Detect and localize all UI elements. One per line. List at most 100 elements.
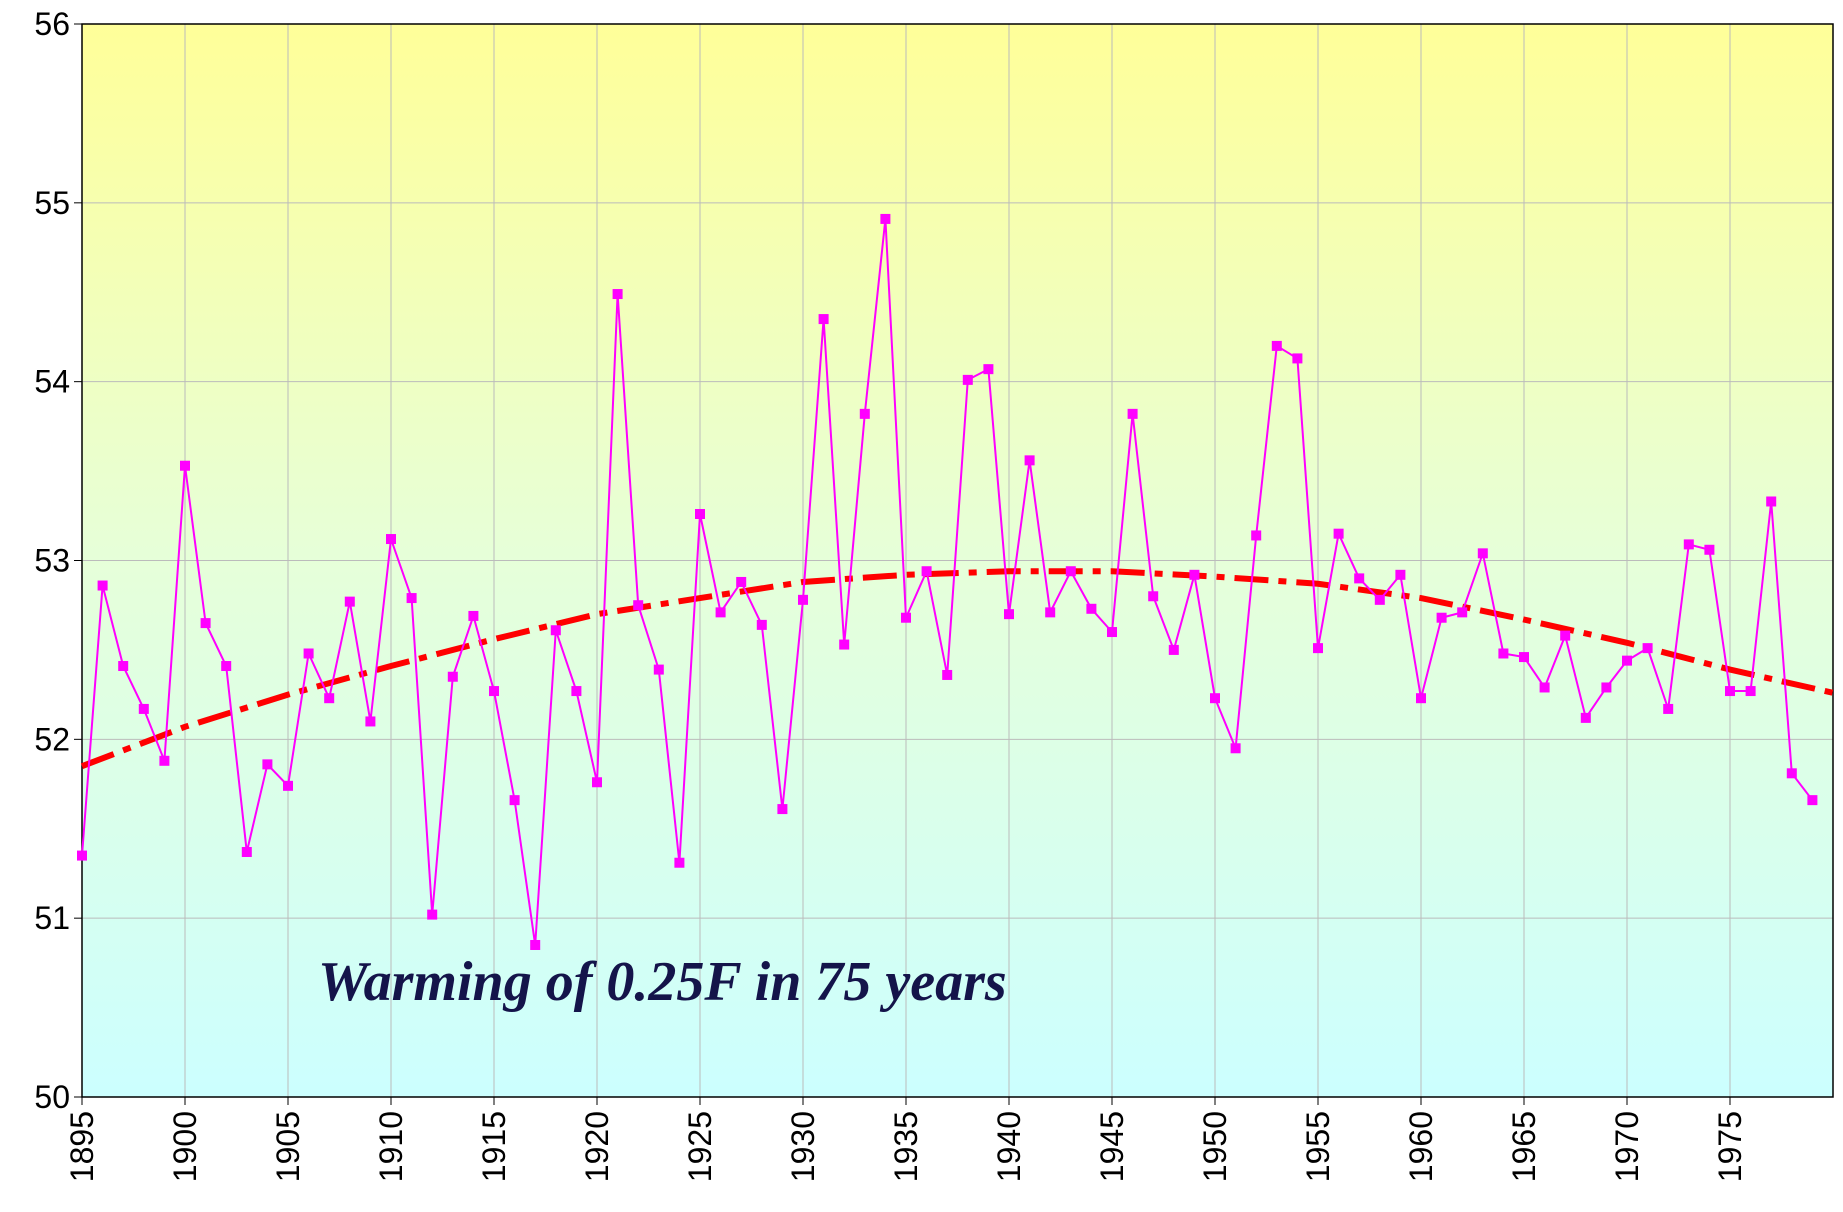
marker — [1292, 353, 1303, 364]
marker — [406, 593, 417, 604]
marker — [1065, 566, 1076, 577]
marker — [1683, 539, 1694, 550]
marker — [262, 759, 273, 770]
marker — [736, 576, 747, 587]
marker — [1560, 630, 1571, 641]
marker — [1148, 591, 1159, 602]
marker — [674, 857, 685, 868]
marker — [1024, 455, 1035, 466]
marker — [1498, 648, 1509, 659]
marker — [798, 594, 808, 605]
marker — [1580, 712, 1591, 723]
marker — [303, 648, 314, 659]
marker — [1127, 408, 1138, 419]
y-tick-label: 50 — [34, 1079, 70, 1115]
marker — [1477, 548, 1488, 559]
marker — [283, 780, 293, 791]
marker — [1107, 627, 1117, 638]
x-tick-label: 1900 — [167, 1111, 203, 1182]
marker — [118, 661, 129, 672]
marker — [1704, 544, 1715, 555]
marker — [365, 716, 376, 727]
y-tick-label: 56 — [34, 6, 70, 42]
x-tick-label: 1940 — [991, 1111, 1027, 1182]
marker — [962, 374, 973, 385]
y-tick-label: 51 — [34, 900, 70, 936]
marker — [1663, 703, 1674, 714]
marker — [509, 795, 520, 806]
x-tick-label: 1930 — [785, 1111, 821, 1182]
marker — [695, 509, 705, 520]
x-tick-label: 1955 — [1300, 1111, 1336, 1182]
marker — [530, 939, 541, 950]
marker — [1251, 530, 1262, 541]
marker — [324, 693, 335, 704]
marker — [653, 664, 664, 675]
trend-line — [80, 568, 1834, 769]
marker — [592, 777, 602, 788]
marker — [901, 612, 911, 623]
y-tick-label: 54 — [34, 364, 70, 400]
x-tick-label: 1910 — [373, 1111, 409, 1182]
marker — [138, 703, 149, 714]
marker — [221, 661, 232, 672]
marker — [344, 596, 355, 607]
marker — [1416, 693, 1426, 704]
x-tick-label: 1895 — [64, 1111, 100, 1182]
marker — [77, 850, 87, 861]
marker — [1271, 340, 1282, 351]
x-tick-label: 1965 — [1506, 1111, 1542, 1182]
marker — [241, 846, 252, 857]
annotation: Warming of 0.25F in 75 years — [318, 951, 1007, 1013]
marker — [633, 600, 644, 611]
marker — [571, 686, 582, 697]
marker — [612, 289, 623, 300]
marker — [1725, 686, 1735, 697]
y-tick-label: 55 — [34, 185, 70, 221]
marker — [159, 755, 170, 766]
marker — [1622, 655, 1632, 666]
marker — [1766, 496, 1777, 507]
marker — [468, 610, 479, 621]
marker — [1786, 768, 1797, 779]
marker — [447, 671, 458, 682]
marker — [983, 364, 994, 375]
x-tick-label: 1920 — [579, 1111, 615, 1182]
marker — [756, 619, 767, 630]
y-tick-label: 53 — [34, 543, 70, 579]
marker — [427, 909, 438, 920]
x-tick-label: 1950 — [1197, 1111, 1233, 1182]
x-tick-label: 1945 — [1094, 1111, 1130, 1182]
marker — [839, 639, 850, 650]
marker — [859, 408, 870, 419]
marker — [1230, 743, 1241, 754]
marker — [1601, 682, 1612, 693]
marker — [1004, 609, 1014, 620]
marker — [1436, 612, 1447, 623]
x-tick-label: 1935 — [888, 1111, 924, 1182]
marker — [1374, 594, 1385, 605]
marker — [1333, 528, 1344, 539]
x-tick-label: 1970 — [1609, 1111, 1645, 1182]
marker — [1313, 643, 1323, 654]
marker — [489, 686, 499, 697]
marker — [1354, 573, 1365, 584]
marker — [1086, 603, 1097, 614]
marker — [1807, 795, 1818, 806]
x-tick-label: 1975 — [1712, 1111, 1748, 1182]
marker — [200, 618, 211, 629]
x-tick-label: 1905 — [270, 1111, 306, 1182]
y-tick-label: 52 — [34, 721, 70, 757]
marker — [1395, 569, 1406, 580]
marker — [715, 607, 726, 618]
marker — [1642, 643, 1653, 654]
plot-frame — [81, 23, 1834, 1098]
marker — [180, 460, 190, 471]
marker — [97, 580, 108, 591]
marker — [1519, 652, 1529, 663]
marker — [1210, 693, 1220, 704]
marker — [1457, 607, 1468, 618]
marker — [1045, 607, 1056, 618]
marker — [1189, 569, 1200, 580]
